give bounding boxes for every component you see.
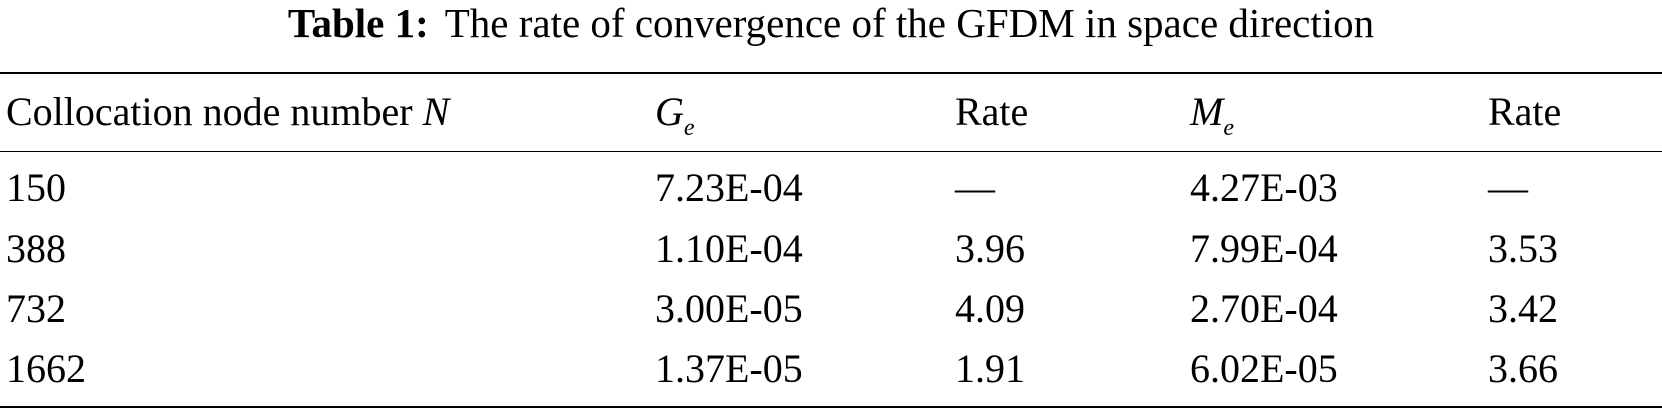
cell-rate-ge: 1.91: [955, 346, 1025, 391]
table-row: 1662 1.37E-05 1.91 6.02E-05 3.66: [0, 341, 1662, 397]
cell-rate-me: —: [1488, 165, 1528, 210]
cell-rate-me: 3.42: [1488, 286, 1558, 331]
header-me-sub: e: [1223, 115, 1234, 141]
cell-node-number: 150: [6, 165, 66, 210]
cell-node-number: 732: [6, 286, 66, 331]
table-row: 150 7.23E-04 — 4.27E-03 —: [0, 160, 1662, 216]
table-caption: Table 1: The rate of convergence of the G…: [0, 0, 1662, 46]
header-ge: Ge: [655, 84, 695, 156]
table-caption-label: Table 1:: [287, 0, 429, 46]
header-me-base: M: [1190, 89, 1224, 134]
cell-node-number: 1662: [6, 346, 86, 391]
table-row: 388 1.10E-04 3.96 7.99E-04 3.53: [0, 221, 1662, 277]
table-top-rule: [0, 72, 1662, 74]
cell-ge: 1.10E-04: [655, 226, 803, 271]
table-bottom-rule: [0, 406, 1662, 408]
table-header-rule: [0, 151, 1662, 152]
header-ge-sub: e: [683, 115, 695, 141]
cell-ge: 3.00E-05: [655, 286, 803, 331]
header-rate-me: Rate: [1488, 89, 1562, 134]
cell-rate-ge: 3.96: [955, 226, 1025, 271]
cell-ge: 7.23E-04: [655, 165, 803, 210]
cell-node-number: 388: [6, 226, 66, 271]
header-node-number: Collocation node number N: [6, 84, 449, 140]
cell-me: 2.70E-04: [1190, 286, 1338, 331]
header-node-number-text: Collocation node number: [6, 89, 423, 134]
table-caption-text: The rate of convergence of the GFDM in s…: [444, 0, 1375, 46]
header-node-number-var: N: [422, 89, 450, 134]
cell-me: 7.99E-04: [1190, 226, 1338, 271]
cell-rate-me: 3.66: [1488, 346, 1558, 391]
header-rate-ge: Rate: [955, 89, 1029, 134]
cell-ge: 1.37E-05: [655, 346, 803, 391]
cell-rate-me: 3.53: [1488, 226, 1558, 271]
header-ge-base: G: [655, 89, 684, 134]
header-me: Me: [1190, 84, 1234, 156]
cell-rate-ge: 4.09: [955, 286, 1025, 331]
table-row: 732 3.00E-05 4.09 2.70E-04 3.42: [0, 281, 1662, 337]
cell-rate-ge: —: [955, 165, 995, 210]
cell-me: 4.27E-03: [1190, 165, 1338, 210]
cell-me: 6.02E-05: [1190, 346, 1338, 391]
table-header-row: Collocation node number N Ge Rate Me Rat…: [0, 84, 1662, 141]
